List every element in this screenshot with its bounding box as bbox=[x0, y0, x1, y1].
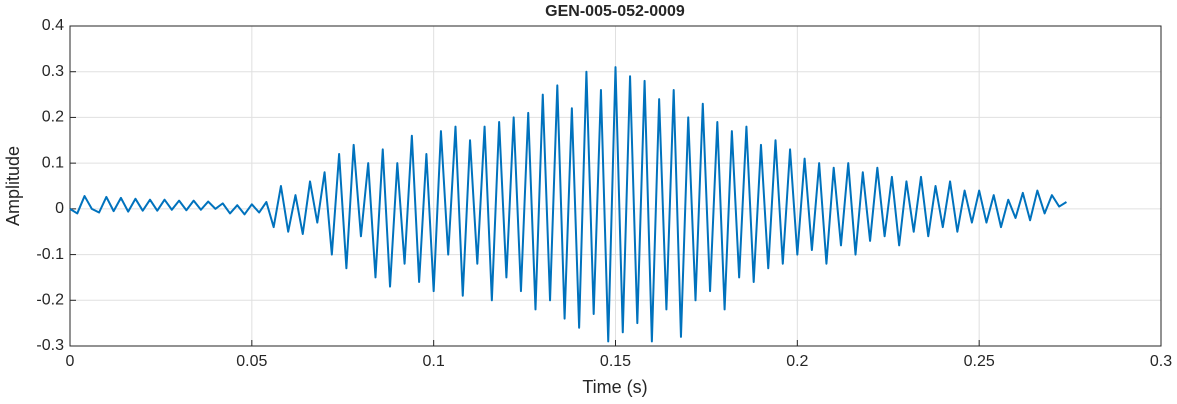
y-tick-label: 0.3 bbox=[42, 63, 64, 80]
x-tick-label: 0 bbox=[66, 353, 75, 370]
x-tick-label: 0.15 bbox=[600, 353, 631, 370]
y-tick-label: -0.1 bbox=[36, 246, 64, 263]
x-tick-label: 0.25 bbox=[964, 353, 995, 370]
x-tick-label: 0.3 bbox=[1150, 353, 1172, 370]
plot-frame bbox=[69, 25, 1162, 347]
y-axis-label: Amplitude bbox=[3, 146, 23, 226]
signal-line bbox=[69, 66, 1067, 343]
y-tick-label: -0.2 bbox=[36, 292, 64, 309]
y-tick-label: -0.3 bbox=[36, 337, 64, 354]
x-tick-label: 0.05 bbox=[236, 353, 267, 370]
x-tick-label: 0.2 bbox=[786, 353, 808, 370]
y-tick-label: 0 bbox=[55, 200, 64, 217]
x-tick-label: 0.1 bbox=[423, 353, 445, 370]
y-tick-label: 0.2 bbox=[42, 109, 64, 126]
y-tick-label: 0.4 bbox=[42, 17, 64, 34]
chart-title: GEN-005-052-0009 bbox=[545, 3, 685, 20]
x-axis-label: Time (s) bbox=[582, 377, 647, 397]
y-tick-label: 0.1 bbox=[42, 154, 64, 171]
